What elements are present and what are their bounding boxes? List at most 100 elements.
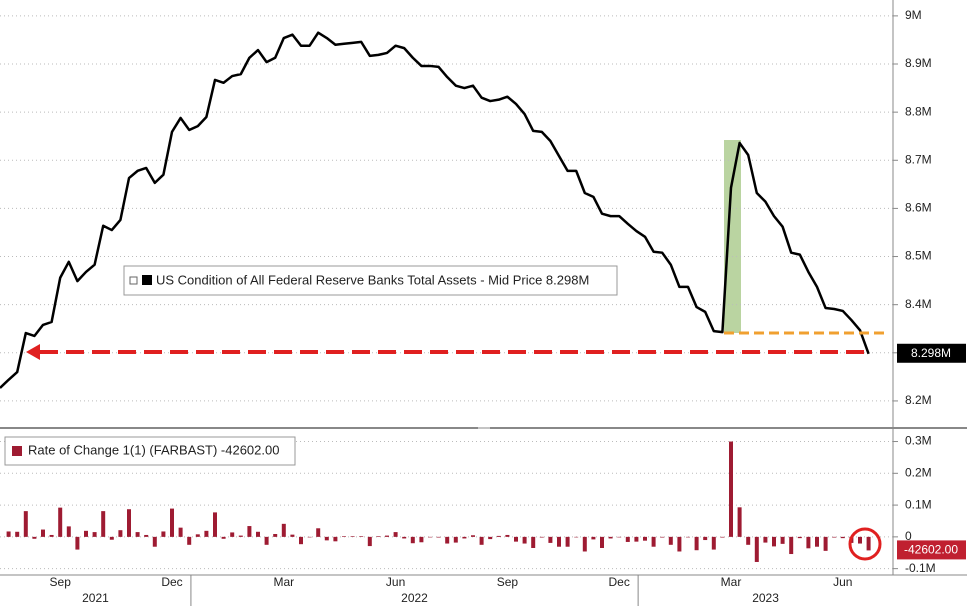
legend: Rate of Change 1(1) (FARBAST) -42602.00 <box>4 436 296 466</box>
bar <box>238 535 243 537</box>
last-value-label: 8.298M <box>911 346 951 360</box>
bar <box>703 536 708 541</box>
bar <box>617 536 622 538</box>
legend-text: Rate of Change 1(1) (FARBAST) -42602.00 <box>28 442 279 457</box>
bar <box>402 536 407 539</box>
bar <box>539 536 544 538</box>
x-tick-label: Mar <box>721 575 742 589</box>
bar <box>66 526 71 537</box>
bar <box>273 534 278 537</box>
x-tick-label: Jun <box>833 575 852 589</box>
legend-toggle <box>129 276 138 285</box>
x-tick-label: Dec <box>161 575 182 589</box>
bar <box>806 536 811 549</box>
bar <box>789 536 794 555</box>
marks-layer <box>0 31 871 562</box>
bar <box>746 536 751 545</box>
bar <box>832 536 837 538</box>
bar <box>6 531 11 537</box>
bar <box>780 536 785 544</box>
bar <box>41 529 45 537</box>
last-value-label: -42602.00 <box>904 543 958 557</box>
bar <box>471 535 475 537</box>
bar <box>815 536 819 547</box>
bar <box>634 536 639 542</box>
bar <box>531 536 536 548</box>
bar <box>342 536 346 537</box>
bar <box>187 536 192 545</box>
bar <box>453 536 458 543</box>
bar <box>686 536 690 538</box>
bar <box>204 530 209 537</box>
bar <box>419 536 424 543</box>
y-tick-label: 8.5M <box>905 249 932 263</box>
bar <box>221 536 226 539</box>
legend: US Condition of All Federal Reserve Bank… <box>123 265 618 296</box>
bar <box>660 536 665 538</box>
bar <box>428 536 432 538</box>
bar <box>161 531 166 537</box>
year-label: 2023 <box>752 591 779 605</box>
bar <box>152 536 157 547</box>
bar <box>479 536 484 545</box>
y-tick-label: 9M <box>905 8 922 22</box>
bar <box>118 530 123 537</box>
bar <box>281 523 286 537</box>
x-tick-label: Jun <box>386 575 405 589</box>
bar <box>608 536 613 539</box>
bar <box>385 535 389 537</box>
bar <box>591 536 596 540</box>
bar <box>49 534 54 537</box>
bar <box>522 536 527 544</box>
bar <box>557 536 561 547</box>
bar <box>866 536 871 551</box>
bar <box>15 531 20 537</box>
y-tick-label: 8.2M <box>905 393 932 407</box>
bar <box>333 536 338 542</box>
bar <box>92 532 97 537</box>
bar <box>170 508 174 537</box>
year-label: 2021 <box>82 591 109 605</box>
x-tick-label: Mar <box>273 575 294 589</box>
bar <box>496 535 501 537</box>
bar <box>75 536 80 550</box>
bar <box>729 441 733 537</box>
bar <box>436 536 441 538</box>
bar <box>230 532 235 537</box>
bar <box>144 534 149 537</box>
bar <box>376 536 381 537</box>
legend-box <box>123 265 618 296</box>
x-tick-label: Sep <box>50 575 72 589</box>
bar <box>582 536 587 552</box>
bar <box>694 536 699 551</box>
background-layer <box>724 140 741 333</box>
highlight-circle <box>848 527 882 561</box>
legend-swatch <box>142 275 152 285</box>
line <box>0 31 870 389</box>
bar <box>651 536 656 547</box>
bar <box>840 536 845 539</box>
bar <box>410 536 415 544</box>
bar <box>797 536 802 539</box>
bar <box>600 536 604 548</box>
bar <box>772 536 776 547</box>
bar <box>290 534 295 537</box>
y-tick-label: 8.7M <box>905 152 932 166</box>
bar <box>127 509 131 537</box>
bar <box>565 536 570 547</box>
year-label: 2022 <box>401 591 428 605</box>
x-tick-label: Sep <box>497 575 519 589</box>
bar <box>488 536 493 540</box>
bar <box>462 536 467 539</box>
bar <box>109 536 114 540</box>
y-tick-label: 8.8M <box>905 104 932 118</box>
bar <box>135 532 140 537</box>
y-tick-label: 0 <box>905 529 912 543</box>
bar <box>643 536 647 541</box>
bar <box>195 534 200 537</box>
y-tick-label: 8.9M <box>905 56 932 70</box>
bar <box>350 536 355 537</box>
bar <box>299 536 303 545</box>
